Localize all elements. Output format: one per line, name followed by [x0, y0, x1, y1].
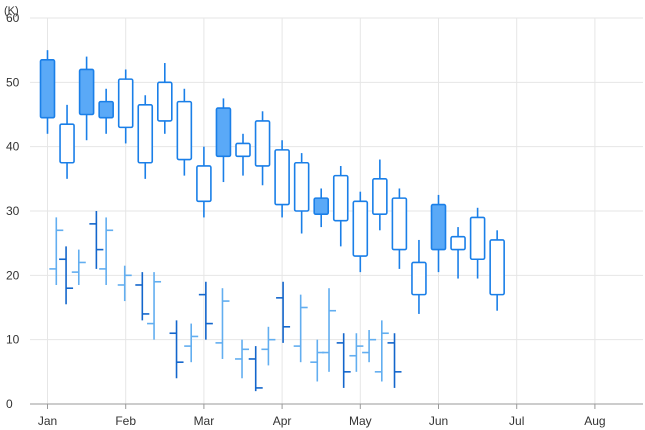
x-tick-label: Jan — [38, 414, 57, 428]
candle-body — [391, 197, 408, 251]
candle-body — [117, 78, 134, 129]
candlestick — [469, 207, 486, 279]
candlestick — [39, 50, 56, 134]
ohlc-bar — [89, 211, 104, 269]
candlestick — [352, 191, 369, 273]
y-tick-label: 60 — [6, 11, 20, 25]
ohlc-bar — [362, 330, 377, 363]
candlestick — [313, 188, 330, 228]
candlestick-series — [39, 50, 505, 314]
x-tick-label: Mar — [194, 414, 215, 428]
ohlc-bar — [261, 326, 276, 366]
y-tick-label: 40 — [6, 140, 20, 154]
x-tick-label: May — [349, 414, 372, 428]
candlestick — [372, 159, 388, 231]
candle-body — [78, 68, 95, 116]
candlestick — [215, 98, 232, 183]
candle-body — [235, 142, 251, 158]
candlestick — [78, 56, 95, 141]
candlestick — [391, 188, 408, 269]
candle-body — [313, 197, 330, 216]
ohlc-bar — [215, 288, 230, 359]
candle-body — [215, 107, 232, 158]
ohlc-bar — [235, 339, 250, 379]
y-tick-label: 50 — [6, 75, 20, 89]
ohlc-bar — [147, 272, 162, 340]
ohlc-bar — [349, 333, 364, 372]
ohlc-bar — [248, 346, 263, 392]
candlestick — [450, 227, 466, 279]
y-tick-label: 10 — [6, 333, 20, 347]
x-tick-label: Jun — [429, 414, 448, 428]
candle-body — [137, 104, 154, 164]
candle-body — [352, 200, 369, 257]
ohlc-bar — [374, 320, 389, 382]
ohlc-series — [49, 211, 402, 392]
candlestick — [430, 194, 447, 273]
ohlc-bar — [387, 333, 402, 388]
candlestick — [176, 88, 193, 176]
y-tick-label: 30 — [6, 204, 20, 218]
candle-body — [196, 165, 212, 203]
y-tick-label: 0 — [6, 397, 13, 411]
y-tick-label: 20 — [6, 268, 20, 282]
candlestick — [59, 104, 75, 179]
candlestick — [489, 230, 505, 311]
candle-body — [332, 174, 349, 222]
candle-body — [411, 261, 427, 296]
candle-body — [254, 120, 271, 167]
candle-body — [489, 239, 505, 296]
ohlc-bar — [322, 288, 337, 372]
x-tick-label: Feb — [115, 414, 136, 428]
candlestick — [196, 146, 212, 218]
ohlc-bar — [276, 281, 291, 343]
ohlc-bar — [49, 217, 64, 285]
grid-lines — [30, 17, 643, 404]
candlestick — [254, 111, 271, 186]
candlestick — [98, 88, 114, 134]
candle-body — [39, 59, 56, 119]
candle-body — [469, 216, 486, 261]
y-unit-label: (K) — [4, 5, 19, 17]
candle-body — [59, 123, 75, 164]
ohlc-bar — [135, 272, 150, 321]
x-tick-label: Aug — [584, 414, 605, 428]
x-tick-label: Jul — [509, 414, 524, 428]
candlestick — [117, 69, 134, 144]
candlestick — [137, 95, 154, 179]
candle-body — [450, 235, 466, 251]
candlestick — [274, 140, 290, 218]
axes — [30, 403, 643, 409]
candle-body — [157, 81, 173, 122]
ohlc-bar — [169, 320, 184, 379]
candle-body — [293, 161, 310, 212]
ohlc-bar — [59, 246, 74, 305]
axis-labels: (K) 0 10 20 30 40 50 60 Jan Feb Mar Apr May Jun Jul Au… — [4, 5, 606, 428]
candlestick — [332, 165, 349, 247]
ohlc-bar — [99, 217, 114, 285]
candle-body — [176, 100, 193, 161]
candlestick — [157, 63, 173, 134]
x-tick-label: Apr — [273, 414, 292, 428]
candle-body — [274, 149, 290, 206]
ohlc-bar — [293, 294, 308, 363]
ohlc-bar — [184, 323, 199, 363]
candle-body — [98, 100, 114, 119]
candle-body — [430, 203, 447, 251]
candlestick — [293, 153, 310, 234]
ohlc-bar — [117, 265, 132, 302]
ohlc-bar — [71, 249, 86, 285]
candlestick — [235, 133, 251, 176]
candlestick — [411, 239, 427, 314]
candle-body — [372, 178, 388, 216]
ohlc-bar — [198, 281, 213, 340]
ohlc-bar — [310, 339, 325, 382]
ohlc-bar — [336, 333, 351, 388]
